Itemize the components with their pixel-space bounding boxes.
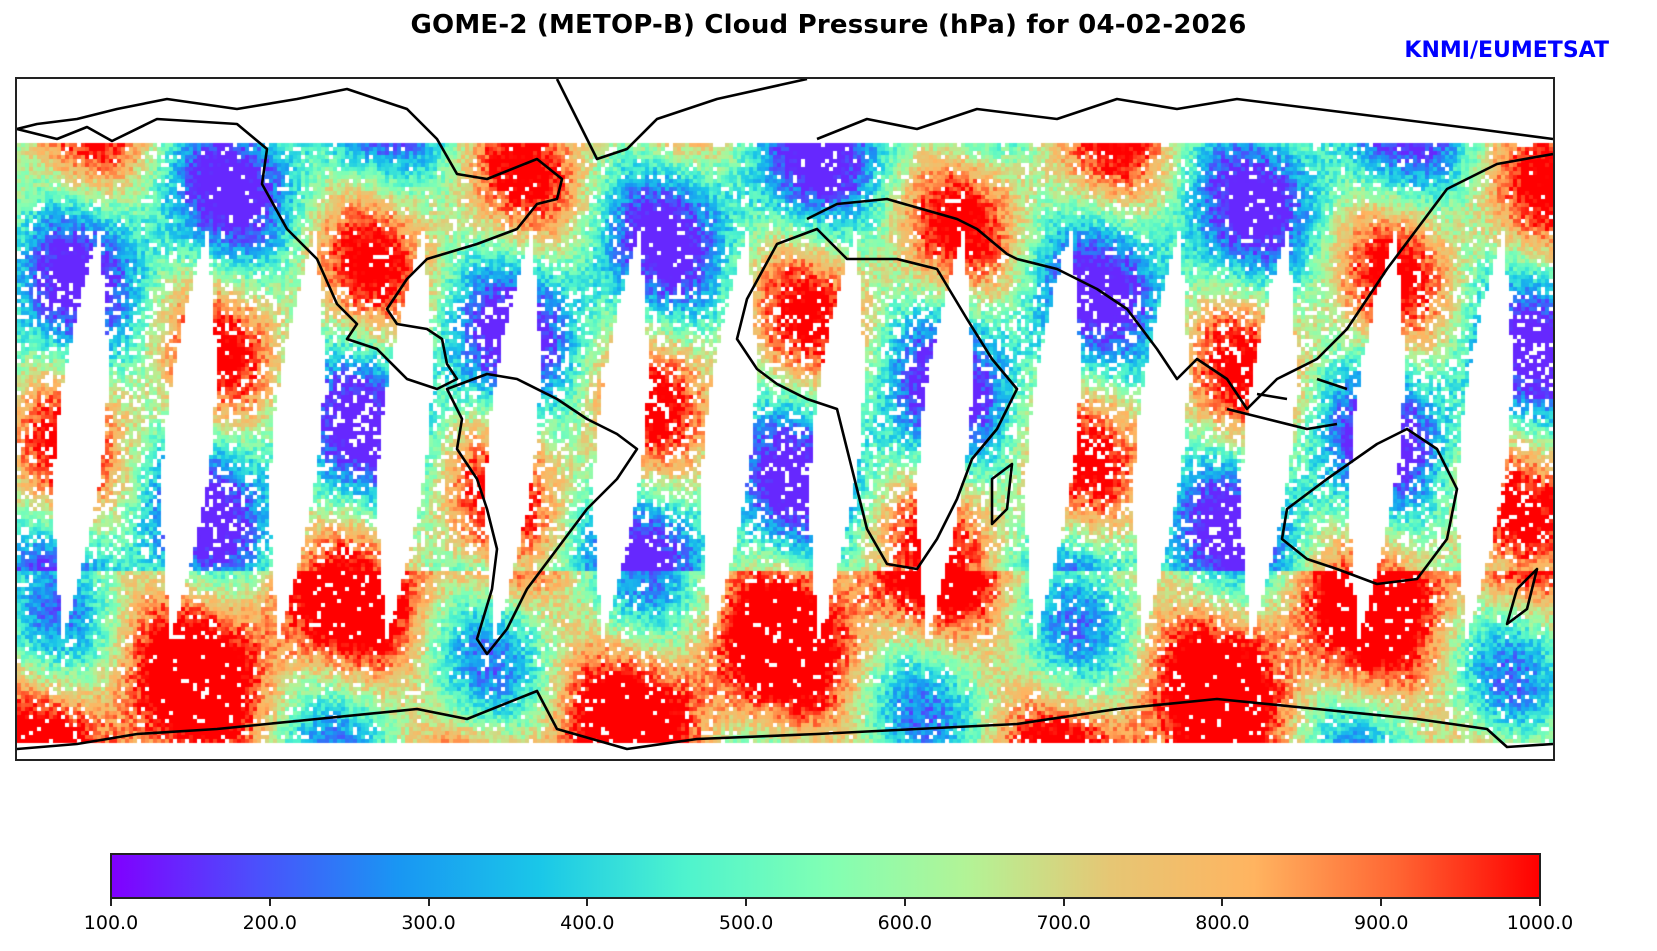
credit-label: KNMI/EUMETSAT (1404, 38, 1609, 63)
colorbar-tick (1539, 899, 1541, 906)
coast-antarctica (17, 689, 1553, 751)
colorbar-tick-label: 200.0 (242, 912, 297, 934)
coast-greenland (555, 79, 808, 161)
colorbar-tick (1062, 899, 1065, 906)
map-panel[interactable] (15, 77, 1555, 761)
colorbar-tick-label: 300.0 (401, 912, 456, 934)
colorbar-tick (586, 899, 589, 906)
colorbar-tick-label: 900.0 (1354, 912, 1409, 934)
colorbar-tick-label: 1000.0 (1506, 912, 1574, 934)
colorbar-tick (268, 899, 271, 906)
coastlines (17, 79, 1553, 751)
coast-indonesia (1226, 377, 1348, 431)
coast-new-zealand (1505, 567, 1539, 626)
colorbar-tick-label: 500.0 (718, 912, 774, 934)
coast-south-america (445, 372, 639, 656)
chart-title: GOME-2 (METOP-B) Cloud Pressure (hPa) fo… (410, 10, 1247, 40)
colorbar-tick (110, 899, 112, 906)
cloud-pressure-raster (17, 79, 1553, 759)
colorbar-tick-label: 700.0 (1036, 912, 1091, 934)
colorbar-tick-label: 800.0 (1195, 912, 1250, 934)
colorbar-tick-label: 400.0 (560, 912, 615, 934)
colorbar (110, 853, 1541, 899)
colorbar-tick (1380, 899, 1383, 906)
coast-madagascar (990, 462, 1014, 526)
colorbar-tick (427, 899, 430, 906)
colorbar-tick-label: 600.0 (877, 912, 933, 934)
coast-australia (1280, 427, 1459, 586)
colorbar-tick (903, 899, 906, 906)
colorbar-tick-label: 100.0 (83, 912, 139, 934)
coast-eurasia (806, 152, 1553, 411)
coast-arctic-eurasia (816, 97, 1553, 141)
coast-north-america (17, 87, 564, 391)
colorbar-tick (1221, 899, 1224, 906)
colorbar-tick (745, 899, 748, 906)
coast-africa (735, 227, 1019, 571)
